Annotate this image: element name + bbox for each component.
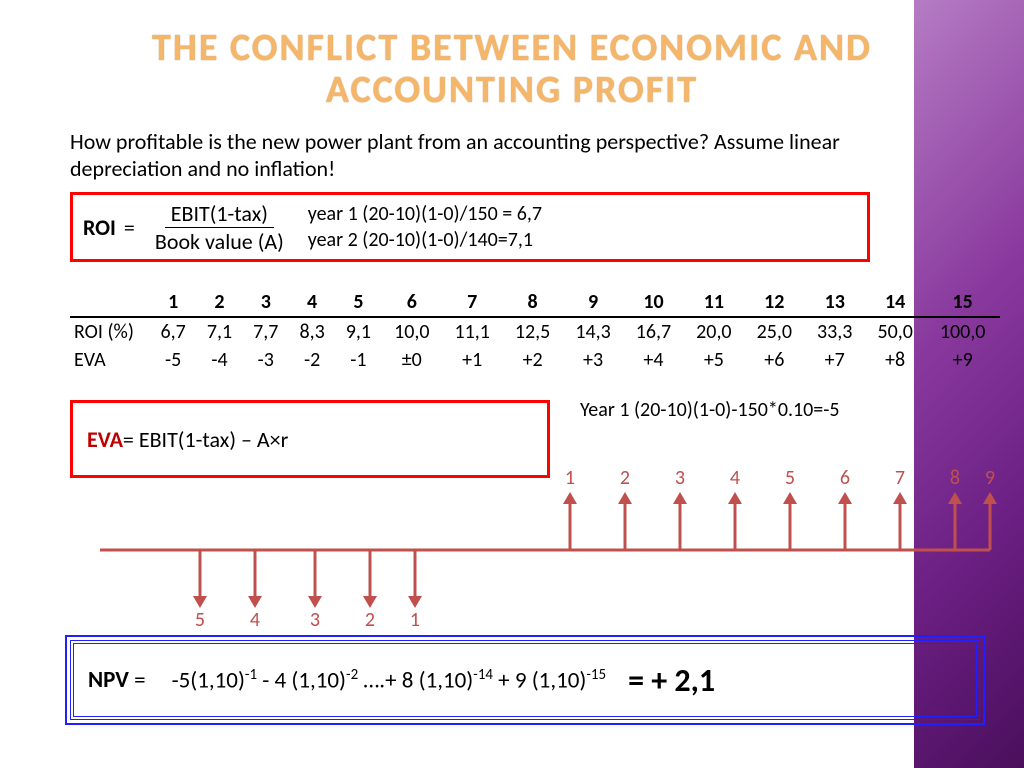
npv-result: = + 2,1 <box>628 661 715 700</box>
cell: 9,1 <box>335 317 381 346</box>
cell: -5 <box>150 346 196 374</box>
npv-box: NPV = -5(1,10)-1 - 4 (1,10)-2 ….+ 8 (1,1… <box>70 640 980 720</box>
col-header: 10 <box>623 288 683 317</box>
cell: EVA <box>70 346 150 374</box>
svg-text:5: 5 <box>195 608 205 632</box>
cell: +1 <box>442 346 502 374</box>
roi-numerator: EBIT(1-tax) <box>165 200 274 228</box>
svg-text:3: 3 <box>310 608 320 632</box>
cell: 16,7 <box>623 317 683 346</box>
subtitle-text: How profitable is the new power plant fr… <box>70 128 930 182</box>
svg-text:1: 1 <box>410 608 420 632</box>
cell: 7,7 <box>243 317 289 346</box>
cell: +7 <box>805 346 865 374</box>
col-header: 7 <box>442 288 502 317</box>
cell: +6 <box>744 346 804 374</box>
page-title: THE CONFLICT BETWEEN ECONOMIC AND ACCOUN… <box>0 28 1024 112</box>
svg-text:1: 1 <box>565 466 575 490</box>
eva-year1-calc: Year 1 (20-10)(1-0)-150*0.10=-5 <box>580 398 840 422</box>
cell: 20,0 <box>684 317 744 346</box>
col-header: 6 <box>382 288 442 317</box>
col-header: 9 <box>563 288 623 317</box>
col-header <box>70 288 150 317</box>
svg-text:8: 8 <box>950 466 960 490</box>
svg-text:2: 2 <box>620 466 630 490</box>
col-header: 13 <box>805 288 865 317</box>
svg-text:5: 5 <box>785 466 795 490</box>
cell: +8 <box>865 346 925 374</box>
cell: +5 <box>684 346 744 374</box>
col-header: 3 <box>243 288 289 317</box>
col-header: 15 <box>925 288 1000 317</box>
cell: 11,1 <box>442 317 502 346</box>
roi-equals: = <box>124 214 135 241</box>
col-header: 2 <box>196 288 242 317</box>
cell: 7,1 <box>196 317 242 346</box>
col-header: 8 <box>502 288 562 317</box>
svg-text:7: 7 <box>895 466 905 490</box>
cell: 33,3 <box>805 317 865 346</box>
cell: 50,0 <box>865 317 925 346</box>
cell: 100,0 <box>925 317 1000 346</box>
roi-examples: year 1 (20-10)(1-0)/150 = 6,7 year 2 (20… <box>308 201 542 253</box>
npv-expression: -5(1,10)-1 - 4 (1,10)-2 ….+ 8 (1,10)-14 … <box>172 666 607 695</box>
svg-text:4: 4 <box>250 608 260 632</box>
roi-fraction: EBIT(1-tax) Book value (A) <box>149 200 290 255</box>
cell: +2 <box>502 346 562 374</box>
svg-text:2: 2 <box>365 608 375 632</box>
eva-formula: = EBIT(1-tax) – A×r <box>123 426 288 453</box>
cell: ROI (%) <box>70 317 150 346</box>
cell: -4 <box>196 346 242 374</box>
cell: 14,3 <box>563 317 623 346</box>
cell: +9 <box>925 346 1000 374</box>
svg-text:6: 6 <box>840 466 850 490</box>
cell: 12,5 <box>502 317 562 346</box>
col-header: 12 <box>744 288 804 317</box>
cell: +3 <box>563 346 623 374</box>
eva-timeline: 12345678954321 <box>70 462 1000 612</box>
eva-label: EVA <box>87 426 123 453</box>
cell: +4 <box>623 346 683 374</box>
roi-label: ROI <box>83 214 116 241</box>
col-header: 14 <box>865 288 925 317</box>
svg-text:3: 3 <box>675 466 685 490</box>
roi-example-1: year 1 (20-10)(1-0)/150 = 6,7 <box>308 202 542 226</box>
roi-box: ROI = EBIT(1-tax) Book value (A) year 1 … <box>70 192 870 262</box>
npv-label: NPV = <box>88 666 146 694</box>
cell: ±0 <box>382 346 442 374</box>
cell: -1 <box>335 346 381 374</box>
cell: 8,3 <box>289 317 335 346</box>
cell: 6,7 <box>150 317 196 346</box>
cell: -3 <box>243 346 289 374</box>
col-header: 4 <box>289 288 335 317</box>
title-line2: ACCOUNTING PROFIT <box>326 67 698 113</box>
cell: -2 <box>289 346 335 374</box>
col-header: 11 <box>684 288 744 317</box>
col-header: 5 <box>335 288 381 317</box>
cell: 25,0 <box>744 317 804 346</box>
svg-text:4: 4 <box>730 466 740 490</box>
cell: 10,0 <box>382 317 442 346</box>
title-line1: THE CONFLICT BETWEEN ECONOMIC AND <box>152 25 872 71</box>
data-table: 123456789101112131415 ROI (%)6,77,17,78,… <box>70 288 1000 374</box>
col-header: 1 <box>150 288 196 317</box>
roi-denominator: Book value (A) <box>149 228 290 255</box>
svg-text:9: 9 <box>985 466 995 490</box>
roi-example-2: year 2 (20-10)(1-0)/140=7,1 <box>308 228 533 252</box>
